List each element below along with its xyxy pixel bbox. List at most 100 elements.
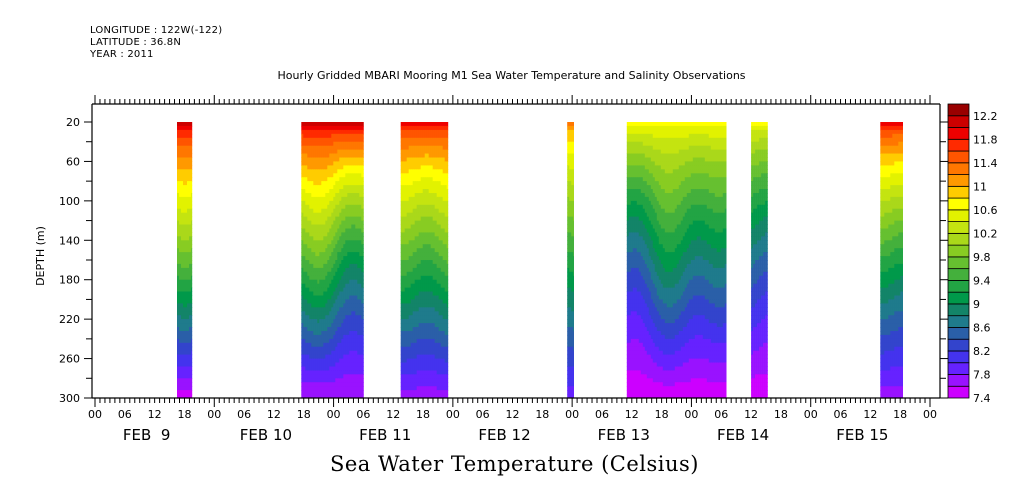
heat-cell (183, 149, 186, 155)
heat-cell (319, 252, 322, 257)
heat-cell (444, 303, 447, 308)
heat-cell (313, 145, 316, 151)
heat-cell (426, 307, 429, 312)
heat-cell (416, 125, 419, 131)
heat-cell (305, 271, 308, 277)
heat-cell (402, 248, 405, 253)
heat-cell (573, 366, 574, 371)
heat-cell (329, 370, 332, 375)
heat-cell (317, 283, 320, 289)
heat-cell (305, 137, 308, 143)
heat-cell (626, 287, 630, 293)
heat-cell (339, 169, 342, 174)
heat-cell (412, 275, 415, 281)
heat-cell (571, 169, 574, 174)
heat-cell (442, 133, 445, 139)
heat-cell (402, 185, 405, 190)
heat-cell (343, 374, 346, 379)
heat-cell (351, 216, 354, 222)
heat-cell (335, 311, 338, 316)
heat-cell (404, 366, 407, 371)
heat-cell (329, 327, 332, 332)
heat-cell (440, 125, 443, 131)
heat-cell (325, 122, 328, 127)
heat-cell (430, 291, 433, 296)
heat-cell (446, 334, 449, 340)
heat-cell (569, 193, 572, 198)
heat-cell (355, 125, 358, 131)
heat-cell (424, 181, 427, 186)
heat-cell (311, 232, 314, 237)
heat-cell (179, 220, 182, 226)
heat-cell (442, 275, 445, 281)
heat-cell (355, 362, 358, 367)
heat-cell (183, 338, 186, 344)
heat-cell (420, 181, 423, 186)
heat-cell (432, 149, 435, 155)
heat-cell (434, 149, 437, 155)
heat-cell (361, 208, 364, 214)
heat-cell (628, 307, 632, 312)
heat-cell (317, 244, 320, 249)
heat-cell (416, 122, 419, 127)
heat-cell (185, 224, 188, 229)
heat-cell (303, 161, 306, 166)
heat-cell (307, 252, 310, 257)
heat-cell (573, 196, 574, 202)
heat-cell (313, 295, 316, 300)
heat-cell (341, 252, 344, 257)
heat-cell (436, 283, 439, 289)
heat-cell (315, 303, 318, 308)
heat-cell (347, 334, 350, 340)
heat-cell (357, 185, 360, 190)
heat-cell (343, 350, 346, 356)
heat-cell (571, 307, 574, 312)
heat-cell (323, 334, 326, 340)
heat-cell (573, 141, 574, 147)
heat-cell (357, 177, 360, 182)
heat-cell (309, 196, 312, 202)
heat-cell (329, 212, 332, 218)
heat-cell (327, 196, 330, 202)
heat-cell (420, 153, 423, 158)
heat-cell (412, 145, 415, 151)
heat-cell (303, 216, 306, 222)
heat-cell (418, 334, 421, 340)
heat-cell (414, 141, 417, 147)
heat-cell (442, 165, 445, 170)
heat-cell (337, 193, 340, 198)
heat-cell (301, 394, 304, 399)
heat-cell (440, 382, 443, 387)
heat-cell (305, 208, 308, 214)
heat-cell (315, 228, 318, 233)
heat-cell (573, 350, 574, 356)
heat-cell (183, 256, 186, 261)
heat-cell (327, 299, 330, 304)
heat-cell (446, 181, 449, 186)
heat-cell (341, 307, 344, 312)
heat-cell (426, 338, 429, 344)
heat-cell (183, 267, 186, 273)
heat-cell (179, 358, 182, 364)
heat-cell (628, 248, 632, 253)
heat-cell (347, 327, 350, 332)
heat-cell (428, 165, 431, 170)
heat-cell (357, 133, 360, 139)
heat-cell (406, 204, 409, 210)
heat-cell (309, 122, 312, 127)
heat-cell (420, 394, 423, 399)
heat-cell (446, 193, 449, 198)
heat-cell (337, 260, 340, 265)
heat-cell (444, 200, 447, 206)
heat-cell (430, 295, 433, 300)
heat-cell (335, 382, 338, 387)
heat-cell (404, 263, 407, 269)
heat-cell (315, 224, 318, 229)
heat-cell (630, 200, 634, 206)
heat-cell (359, 307, 362, 312)
heat-cell (329, 299, 332, 304)
heat-cell (626, 137, 630, 143)
heat-cell (422, 378, 425, 383)
heat-cell (416, 390, 419, 395)
heat-cell (434, 153, 437, 158)
